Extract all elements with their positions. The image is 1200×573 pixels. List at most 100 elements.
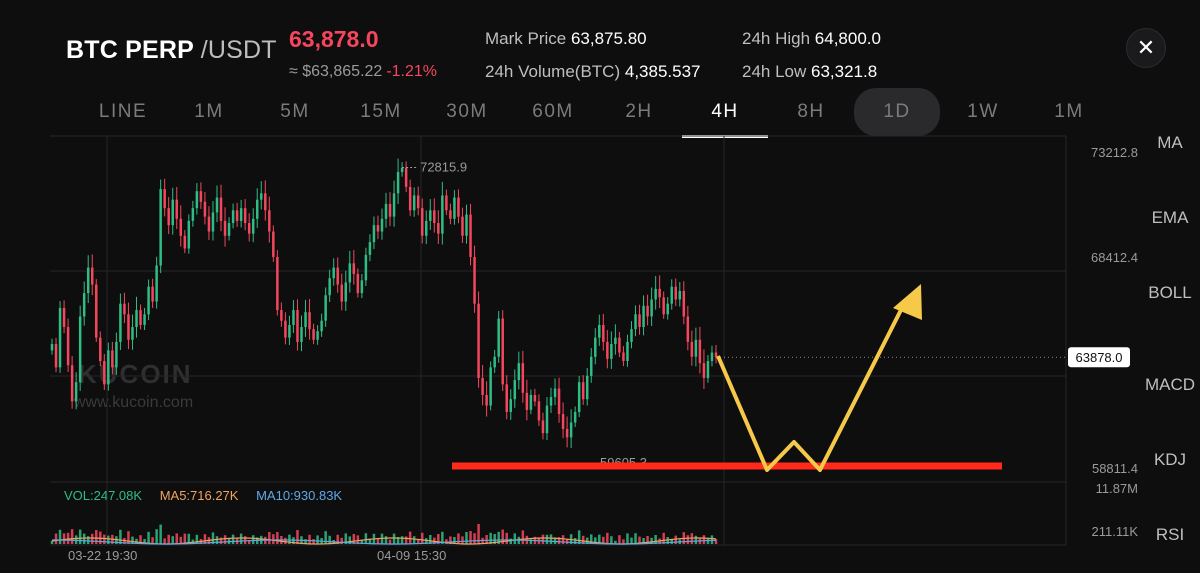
- indicator-macd[interactable]: MACD: [1144, 375, 1196, 394]
- candle-body: [573, 411, 577, 423]
- volume-label: 24h Volume(BTC): [485, 62, 621, 81]
- candle: [581, 375, 585, 405]
- candle-body: [99, 337, 102, 362]
- candle-body: [698, 339, 702, 364]
- candle: [119, 293, 122, 351]
- candle: [545, 397, 549, 440]
- volume-bar: [469, 531, 472, 544]
- candle-body: [445, 195, 448, 211]
- candle: [412, 187, 416, 217]
- volume-bar: [159, 524, 162, 544]
- candle: [308, 299, 311, 340]
- volume-bar: [239, 533, 243, 544]
- indicator-ma[interactable]: MA: [1157, 133, 1183, 152]
- volume-bar: [598, 534, 601, 544]
- candle-body: [324, 295, 327, 321]
- candle-body: [187, 220, 191, 249]
- volume-bar: [473, 533, 476, 544]
- tab-1m-11[interactable]: 1M: [1054, 101, 1084, 122]
- candle-body: [340, 284, 343, 302]
- tab-1m-1[interactable]: 1M: [194, 101, 224, 122]
- volume-bar: [324, 531, 327, 544]
- candle: [328, 269, 331, 303]
- volume-bar: [183, 533, 187, 544]
- candle-body: [74, 382, 78, 402]
- volume-bar: [272, 534, 275, 544]
- candle-body: [191, 208, 195, 221]
- candle: [505, 375, 508, 420]
- projection-arrow-head: [893, 284, 922, 320]
- volume-bar: [602, 536, 605, 544]
- candle-body: [618, 337, 621, 353]
- volume-bar: [501, 529, 504, 544]
- indicator-rsi[interactable]: RSI: [1155, 525, 1185, 544]
- candle-body: [569, 422, 573, 438]
- current-price-tag-bg: [1068, 347, 1130, 368]
- volume-bar: [670, 538, 673, 544]
- candle: [143, 307, 146, 331]
- tab-line-0[interactable]: LINE: [98, 101, 148, 122]
- candle-body: [219, 197, 223, 221]
- projection-path-annotation: [716, 299, 908, 472]
- candle: [662, 291, 665, 319]
- candle: [372, 216, 376, 250]
- candle-body: [565, 428, 569, 438]
- candle-body: [408, 186, 412, 211]
- candle-body: [143, 314, 146, 325]
- candle: [569, 409, 573, 449]
- candle: [493, 349, 496, 373]
- volume-bar: [416, 539, 420, 544]
- candle: [139, 304, 142, 330]
- high-stat: 24h High 64,800.0: [742, 29, 881, 49]
- candle-body: [231, 210, 235, 224]
- tab-1d-9[interactable]: 1D: [854, 88, 940, 136]
- candle-body: [714, 352, 718, 358]
- tab-60m-5[interactable]: 60M: [532, 101, 574, 122]
- candle: [561, 402, 565, 439]
- candle: [99, 331, 102, 366]
- volume-bar: [396, 537, 400, 544]
- candle-body: [529, 394, 533, 410]
- volume-bar: [441, 531, 444, 544]
- volume-bar: [103, 534, 106, 544]
- indicator-ema[interactable]: EMA: [1151, 208, 1189, 227]
- candle-body: [457, 197, 460, 217]
- volume-bar: [449, 536, 452, 544]
- volume-bar: [521, 530, 525, 544]
- indicator-boll[interactable]: BOLL: [1148, 283, 1192, 302]
- volume-bar: [694, 535, 698, 544]
- volume-bar: [477, 524, 480, 544]
- close-button[interactable]: ✕: [1126, 28, 1166, 68]
- volume-bar: [175, 533, 178, 544]
- candle: [557, 377, 561, 423]
- tab-1w-10[interactable]: 1W: [967, 101, 999, 122]
- candle-body: [678, 290, 682, 300]
- candle-body: [163, 189, 166, 209]
- candle: [630, 321, 633, 349]
- high-marker-label: 72815.9: [420, 160, 467, 175]
- tab-2h-6[interactable]: 2H: [625, 101, 653, 122]
- candle-body: [392, 193, 396, 217]
- candle-body: [602, 324, 605, 342]
- volume-bar: [545, 534, 549, 544]
- indicator-kdj[interactable]: KDJ: [1153, 450, 1187, 469]
- candle-body: [227, 223, 231, 236]
- volume-bar: [147, 531, 150, 544]
- candle: [594, 328, 597, 365]
- high-value: 64,800.0: [814, 29, 881, 48]
- pair-title[interactable]: BTC PERP /USDT: [66, 36, 277, 65]
- candle-body: [598, 324, 601, 338]
- candle: [320, 313, 323, 337]
- candle: [95, 279, 98, 343]
- tab-15m-3[interactable]: 15M: [360, 101, 402, 122]
- candle-body: [416, 195, 420, 209]
- tab-30m-4[interactable]: 30M: [446, 101, 488, 122]
- candle: [461, 207, 464, 243]
- tab-8h-8[interactable]: 8H: [797, 101, 825, 122]
- candle-body: [179, 218, 183, 236]
- candle-body: [453, 197, 456, 219]
- tab-5m-2[interactable]: 5M: [280, 101, 310, 122]
- volume-bar: [231, 534, 235, 544]
- candle: [598, 314, 601, 346]
